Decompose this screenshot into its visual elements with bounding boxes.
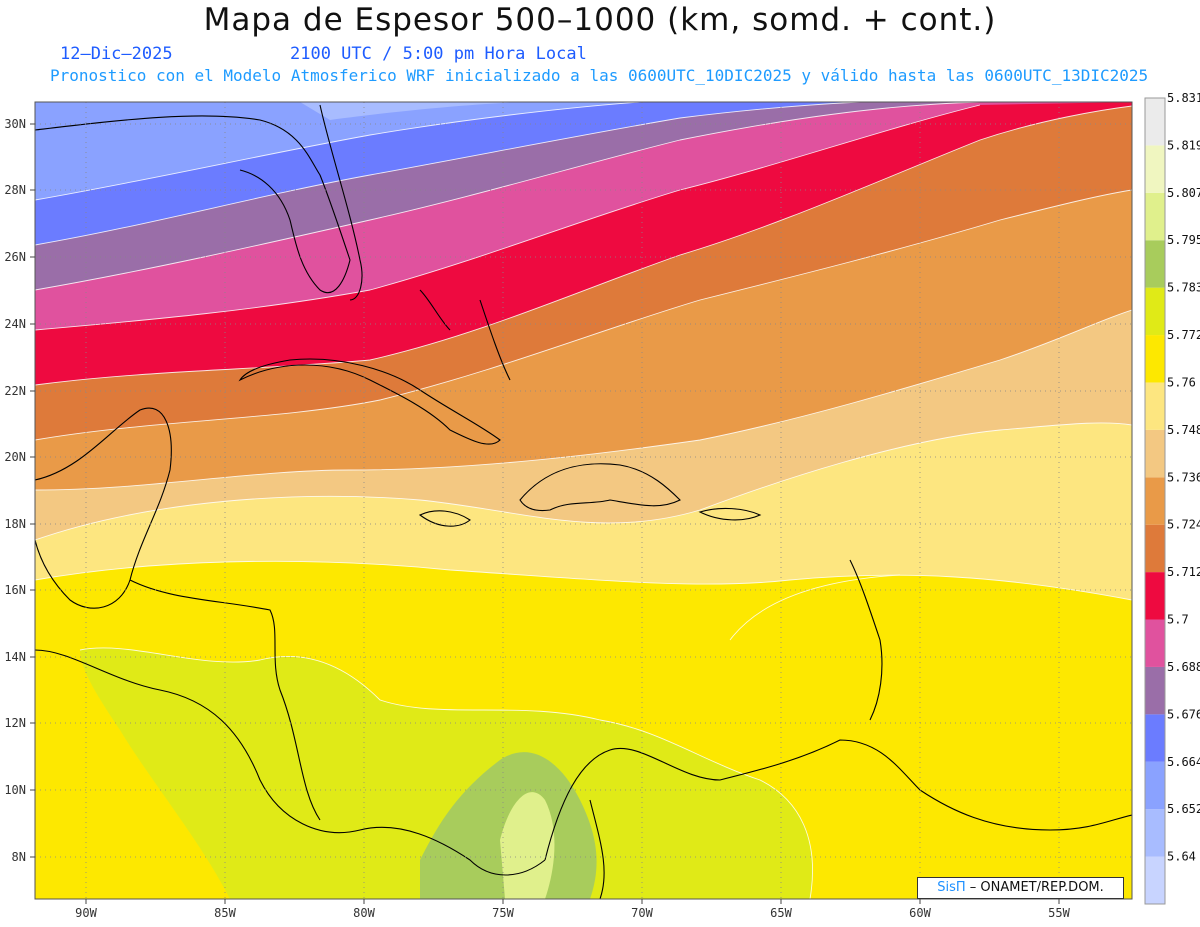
lat-label: 10N [4, 783, 26, 797]
map-title: Mapa de Espesor 500–1000 (km, somd. + co… [203, 2, 997, 38]
lat-labels: 30N 28N 26N 24N 22N 20N 18N 16N 14N 12N … [4, 117, 26, 864]
colorbar-label: 5.688 [1167, 660, 1200, 674]
colorbar-label: 5.712 [1167, 565, 1200, 579]
lat-label: 26N [4, 250, 26, 264]
colorbar-label: 5.831 [1167, 91, 1200, 105]
colorbar: 5.64 5.652 5.664 5.676 5.688 5.7 5.712 5.724 5.7… [1144, 91, 1200, 905]
lat-label: 24N [4, 317, 26, 331]
colorbar-swatch [1145, 809, 1165, 857]
lon-ticks [85, 899, 1060, 904]
colorbar-swatch [1145, 382, 1165, 430]
band-5664 [35, 102, 640, 200]
band-5783 [80, 647, 813, 899]
colorbar-label: 5.652 [1167, 802, 1200, 816]
colorbar-label: 5.819 [1167, 138, 1200, 152]
lon-label: 65W [770, 906, 792, 920]
colorbar-swatch [1145, 666, 1165, 715]
colorbar-swatch [1145, 192, 1165, 241]
lon-label: 60W [909, 906, 931, 920]
colorbar-swatch [1145, 335, 1165, 383]
lat-label: 12N [4, 716, 26, 730]
colorbar-label: 5.76 [1167, 375, 1196, 389]
colorbar-swatch [1145, 619, 1165, 667]
colorbar-label: 5.807 [1167, 186, 1200, 200]
lon-label: 70W [631, 906, 653, 920]
thickness-field [35, 102, 1132, 899]
colorbar-swatch [1145, 856, 1165, 904]
colorbar-label: 5.736 [1167, 470, 1200, 484]
colorbar-label: 5.676 [1167, 707, 1200, 721]
colorbar-swatch [1145, 287, 1165, 336]
forecast-date: 12–Dic–2025 [60, 44, 173, 64]
colorbar-label: 5.795 [1167, 233, 1200, 247]
lat-label: 30N [4, 117, 26, 131]
lon-label: 75W [492, 906, 514, 920]
credit-box: SisΠ – ONAMET/REP.DOM. [917, 877, 1124, 899]
lat-label: 8N [12, 850, 26, 864]
forecast-time: 2100 UTC / 5:00 pm Hora Local [290, 44, 587, 64]
colorbar-label: 5.724 [1167, 518, 1200, 532]
lon-label: 80W [353, 906, 375, 920]
colorbar-label: 5.772 [1167, 328, 1200, 342]
band-5652 [300, 102, 520, 120]
lon-labels: 90W 85W 80W 75W 70W 65W 60W 55W [75, 906, 1070, 920]
lat-label: 22N [4, 384, 26, 398]
colorbar-label: 5.7 [1167, 613, 1189, 627]
lat-label: 20N [4, 450, 26, 464]
colorbar-label: 5.664 [1167, 755, 1200, 769]
credit-brand: SisΠ [937, 880, 966, 895]
colorbar-swatch [1145, 477, 1165, 525]
colorbar-label: 5.748 [1167, 423, 1200, 437]
lon-label: 90W [75, 906, 97, 920]
lon-label: 55W [1048, 906, 1070, 920]
map-frame [34, 101, 1133, 900]
colorbar-swatch [1145, 524, 1165, 573]
colorbar-swatch [1145, 761, 1165, 810]
colorbar-label: 5.783 [1167, 281, 1200, 295]
colorbar-swatch [1145, 145, 1165, 193]
lat-label: 14N [4, 650, 26, 664]
colorbar-swatch [1145, 98, 1165, 146]
lat-label: 28N [4, 183, 26, 197]
coastlines [35, 104, 1132, 899]
contour-lines [35, 102, 1132, 899]
credit-text: – ONAMET/REP.DOM. [965, 880, 1104, 895]
band-5807 [500, 792, 555, 899]
colorbar-swatch [1145, 429, 1165, 478]
lat-ticks [30, 123, 35, 858]
lat-label: 16N [4, 583, 26, 597]
lon-label: 85W [214, 906, 236, 920]
colorbar-swatch [1145, 572, 1165, 620]
lat-label: 18N [4, 517, 26, 531]
model-info: Pronostico con el Modelo Atmosferico WRF… [50, 66, 1149, 85]
colorbar-label: 5.64 [1167, 850, 1196, 864]
colorbar-frame [1144, 97, 1166, 905]
colorbar-swatch [1145, 714, 1165, 762]
colorbar-swatch [1145, 240, 1165, 288]
